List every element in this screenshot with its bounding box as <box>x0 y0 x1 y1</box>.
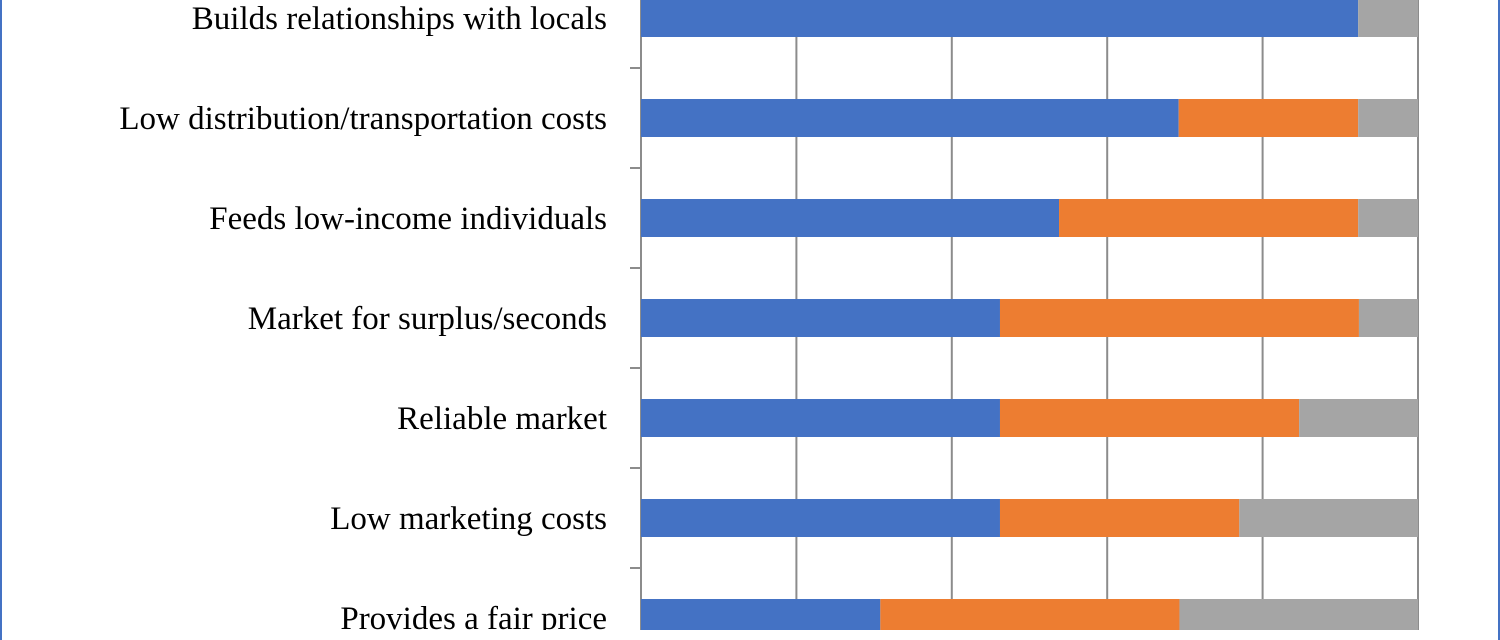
bar-series1-6 <box>641 599 881 630</box>
bar-series1-2 <box>641 199 1060 237</box>
bar-series2-1 <box>1178 99 1359 137</box>
category-label: Feeds low-income individuals <box>209 201 607 237</box>
bar-series3-0 <box>1358 0 1418 37</box>
bar-series1-4 <box>641 399 1000 437</box>
category-label: Reliable market <box>397 401 607 437</box>
bar-series2-2 <box>1059 199 1359 237</box>
bar-series1-1 <box>641 99 1179 137</box>
bar-series1-5 <box>641 499 1000 537</box>
category-label: Builds relationships with locals <box>192 1 607 37</box>
bar-series3-3 <box>1358 299 1418 337</box>
category-label: Provides a fair price <box>340 601 607 630</box>
category-label: Low marketing costs <box>330 501 607 537</box>
bar-series3-1 <box>1358 99 1418 137</box>
bar-series1-0 <box>641 0 1359 37</box>
bar-series1-3 <box>641 299 1000 337</box>
category-label: Low distribution/transportation costs <box>119 101 607 137</box>
bar-series2-4 <box>999 399 1300 437</box>
bar-series3-2 <box>1358 199 1418 237</box>
bar-series2-6 <box>880 599 1180 630</box>
category-label: Market for surplus/seconds <box>248 301 607 337</box>
bar-series3-4 <box>1299 399 1418 437</box>
bar-series2-5 <box>999 499 1240 537</box>
bar-series3-5 <box>1239 499 1418 537</box>
bar-series2-3 <box>999 299 1359 337</box>
bar-series3-6 <box>1179 599 1418 630</box>
